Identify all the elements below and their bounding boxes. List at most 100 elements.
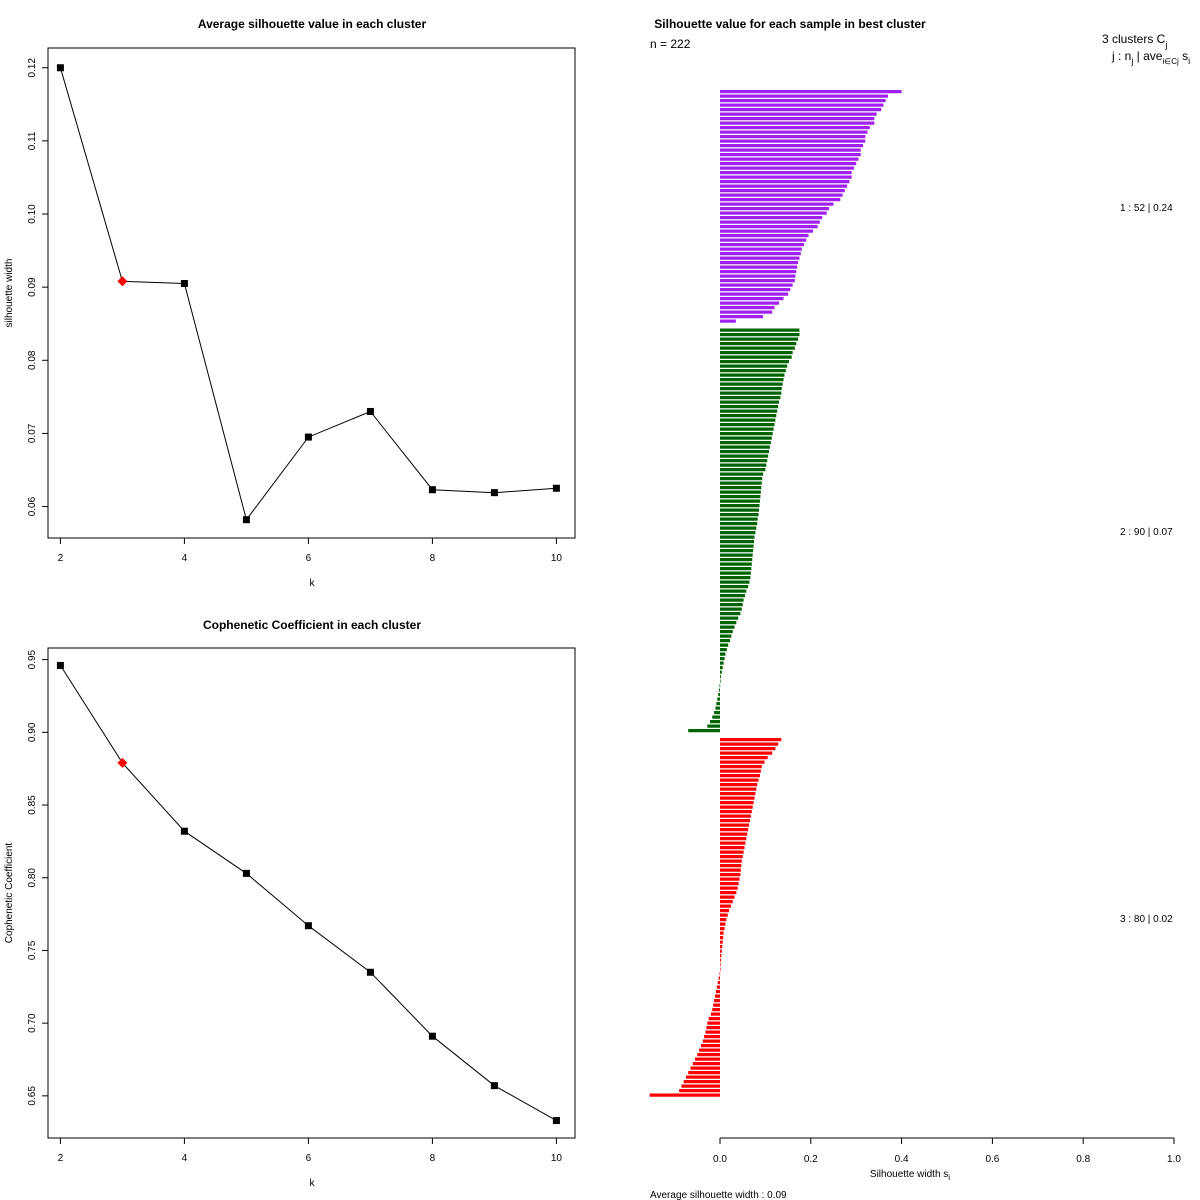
silhouette-bar [712,1008,720,1012]
silhouette-bar [720,418,776,422]
silhouette-bar [720,153,861,157]
cluster-header-line2: j : nj | avei∈Cj si [1111,49,1190,66]
silhouette-bar [720,310,773,314]
silhouette-bar [720,864,742,868]
silhouette-bar [720,639,730,643]
silhouette-bar [720,292,789,296]
silhouette-bar [720,823,750,827]
y-tick-label: 0.07 [27,423,38,443]
silhouette-bar [720,585,749,589]
silhouette-bar [720,306,775,310]
silhouette-bar [720,265,798,269]
cluster-label: 3 : 80 | 0.02 [1120,914,1173,925]
silhouette-bar [720,193,843,197]
silhouette-bar [720,463,767,467]
silhouette-bar [720,481,762,485]
silhouette-bar [720,229,814,233]
x-tick-label: 6 [306,1153,312,1164]
silhouette-bar [720,904,731,908]
silhouette-bar [720,918,727,922]
silhouette-bar [720,162,857,166]
silhouette-bar [715,990,720,994]
silhouette-bar [720,526,757,530]
silhouette-bar [720,283,793,287]
silhouette-bar [720,112,877,116]
silhouette-bar [720,144,864,148]
silhouette-bar [720,657,725,661]
x-tick-label: 0.2 [804,1154,818,1165]
silhouette-bar [720,661,724,665]
silhouette-bar [720,954,722,958]
silhouette-bar [720,117,875,121]
silhouette-bar [720,895,735,899]
silhouette-bar [720,238,807,242]
silhouette-bar [720,787,757,791]
silhouette-bar [720,594,745,598]
silhouette-bar [720,297,784,301]
silhouette-bar [720,738,782,742]
silhouette-bar [720,774,760,778]
series-line [59,665,557,1122]
silhouette-bar [720,949,722,953]
silhouette-bar [720,562,752,566]
y-tick-label: 0.70 [27,1013,38,1033]
silhouette-bar [720,490,761,494]
silhouette-bar [720,468,766,472]
silhouette-bar [720,355,792,359]
cluster-label: 2 : 90 | 0.07 [1120,527,1173,538]
silhouette-bar [720,796,755,800]
silhouette-bar [697,1053,720,1057]
silhouette-bar [720,679,721,683]
silhouette-bar [720,832,748,836]
silhouette-bar [720,234,809,238]
silhouette-bar [720,670,722,674]
silhouette-bar [720,328,800,332]
silhouette-bar [720,598,744,602]
silhouette-bar [720,751,773,755]
silhouette-bar [720,621,737,625]
y-tick-label: 0.09 [27,277,38,297]
silhouette-bar [720,319,736,323]
silhouette-bar [720,157,859,161]
x-tick-label: 2 [58,1153,64,1164]
silhouette-bar [720,643,729,647]
silhouette-bar [720,270,797,274]
silhouette-bar [720,859,742,863]
silhouette-bar [720,360,790,364]
silhouette-bar [706,1026,720,1030]
y-tick-label: 0.90 [27,722,38,742]
x-tick-label: 4 [182,553,188,564]
x-axis-label: Silhouette width si [870,1169,950,1182]
silhouette-bar [720,522,758,526]
silhouette-bar [720,576,751,580]
silhouette-bar [720,441,771,445]
silhouette-bar [720,184,848,188]
silhouette-bar [681,1084,720,1088]
silhouette-bar [720,243,804,247]
silhouette-bar [720,121,875,125]
cluster-header-line1: 3 clusters Cj [1102,32,1167,50]
y-axis-label: silhouette width [4,259,15,328]
data-point [242,869,250,877]
silhouette-bar [720,549,754,553]
silhouette-bar [700,1044,720,1048]
silhouette-bar [720,882,739,886]
x-tick-label: 0.8 [1076,1154,1090,1165]
silhouette-bar [720,769,761,773]
silhouette-bar [720,315,764,319]
silhouette-bar [720,648,727,652]
silhouette-bar [710,720,720,724]
silhouette-bar [720,652,726,656]
silhouette-bar [720,508,760,512]
silhouette-bar [720,886,738,890]
silhouette-line-chart: Average silhouette value in each cluster… [4,17,576,589]
silhouette-bar [720,369,786,373]
x-tick-label: 4 [182,1153,188,1164]
silhouette-bar [720,432,773,436]
y-tick-label: 0.12 [27,58,38,78]
silhouette-bar [720,175,852,179]
silhouette-bar [720,396,781,400]
silhouette-bar [720,828,749,832]
silhouette-bar [683,1080,720,1084]
plot-frame [47,47,576,539]
